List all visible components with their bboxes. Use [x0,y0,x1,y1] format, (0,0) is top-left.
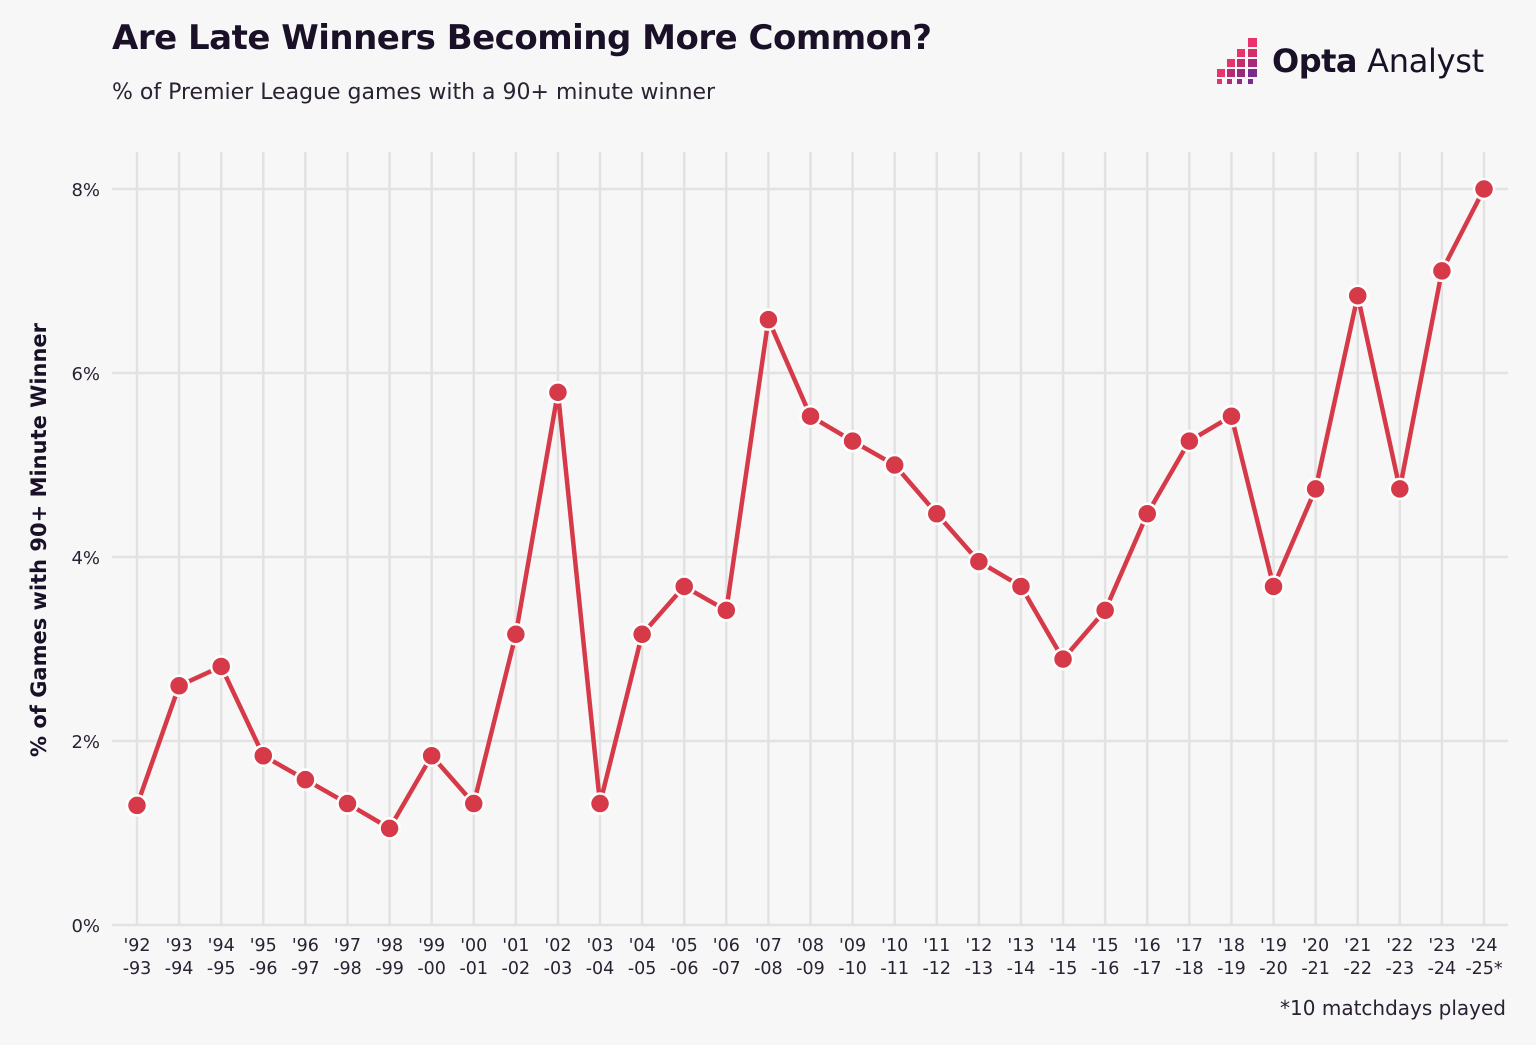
x-tick-label: '16 -17 [1133,936,1162,979]
y-axis-label: % of Games with 90+ Minute Winner [27,322,51,757]
y-tick-label: 2% [71,732,100,753]
y-tick-label: 4% [71,548,100,569]
data-point [925,502,949,526]
x-tick-label: '06 -07 [712,936,741,979]
x-tick-label: '01 -02 [502,936,531,979]
data-point [125,794,149,817]
chart-title: Are Late Winners Becoming More Common? [112,18,932,58]
data-point [1178,429,1201,453]
x-tick-label: '20 -21 [1301,936,1330,979]
x-tick-label: '07 -08 [754,936,783,979]
data-points [125,177,1496,840]
x-tick-label: '97 -98 [333,936,362,979]
x-tick-label: '11 -12 [922,936,951,979]
data-point [630,623,654,646]
data-point [420,744,443,767]
x-tick-label: '03 -04 [586,936,615,979]
data-point [252,744,275,767]
y-tick-label: 6% [71,364,100,385]
brand-name-regular: Analyst [1367,42,1484,80]
x-tick-label: '04 -05 [628,936,657,979]
x-tick-label: '09 -10 [838,936,867,979]
data-point [841,429,864,453]
brand-name-bold: Opta [1272,42,1358,80]
x-tick-label: '24 -25* [1465,936,1503,979]
opta-analyst-logo-icon [1217,38,1257,84]
data-point [588,792,612,815]
x-tick-label: '19 -20 [1259,936,1288,979]
data-point [967,550,991,573]
data-point [1009,575,1033,598]
data-point [378,817,401,840]
x-tick-label: '13 -14 [1007,936,1036,979]
data-point [462,792,485,815]
x-tick-label: '22 -23 [1386,936,1415,979]
data-point [799,404,822,428]
x-tick-label: '92 -93 [123,936,152,979]
brand-name: Opta Analyst [1272,42,1484,80]
data-point [1262,575,1285,598]
x-tick-label: '96 -97 [291,936,320,979]
data-point [546,381,570,404]
y-tick-label: 0% [71,916,100,937]
x-axis-tick-labels: '92 -93 '93 -94 '94 -95 '95 -96 '96 -97 '97 -98 '98-… [123,936,1503,979]
data-point [167,674,191,698]
x-tick-label: '98 -99 [375,936,404,979]
x-tick-label: '05 -06 [670,936,699,979]
x-tick-label: '95 -96 [249,936,278,979]
x-tick-label: '17 -18 [1175,936,1204,979]
x-tick-label: '15 -16 [1091,936,1120,979]
x-tick-label: '18 -19 [1217,936,1246,979]
x-tick-label: '12 -13 [965,936,994,979]
data-point [1430,259,1454,283]
data-point [504,623,528,646]
data-point [1472,177,1496,201]
x-tick-label: '14 -15 [1049,936,1078,979]
chart-subtitle: % of Premier League games with a 90+ min… [112,80,716,105]
data-point [715,599,738,622]
data-point [1051,647,1075,671]
data-point [1388,477,1412,501]
data-point [672,575,696,598]
data-point [757,308,780,331]
x-tick-label: '08 -09 [796,936,825,979]
x-tick-label: '21 -22 [1343,936,1372,979]
y-tick-label: 8% [71,180,100,201]
data-point [294,768,317,791]
data-point [1136,502,1159,526]
data-point [883,453,906,477]
y-axis-tick-labels: 0% 2% 4% 6% 8% [71,180,100,937]
grid-lines [112,152,1508,927]
footnote: *10 matchdays played [1280,996,1506,1020]
data-point [1093,599,1117,622]
x-tick-label: '99 -00 [417,936,446,979]
x-tick-label: '23 -24 [1428,936,1457,979]
x-tick-label: '94 -95 [207,936,236,979]
data-point [1220,404,1243,428]
data-point [1304,477,1327,501]
data-point [209,655,233,678]
x-tick-label: '02 -03 [544,936,573,979]
data-point [1346,284,1369,307]
data-point [336,792,359,815]
x-tick-label: '93 -94 [165,936,194,979]
x-tick-label: '00 -01 [459,936,488,979]
brand-logo: Opta Analyst [1214,36,1494,86]
x-tick-label: '10 -11 [880,936,909,979]
